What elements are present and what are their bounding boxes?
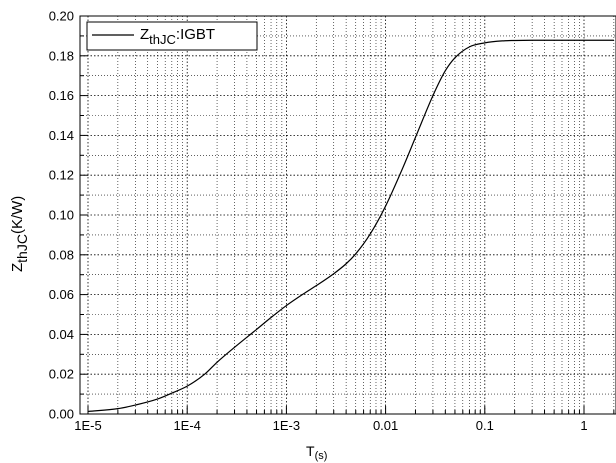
x-tick-labels: 1E-5 1E-4 1E-3 0.01 0.1 1 <box>74 418 587 433</box>
x-tick-label: 1E-3 <box>273 418 300 433</box>
y-tick-label: 0.00 <box>49 407 74 422</box>
y-tick-label: 0.12 <box>49 168 74 183</box>
y-tick-label: 0.08 <box>49 247 74 262</box>
y-axis-label-unit: (K/W) <box>9 196 26 234</box>
legend-box <box>86 21 258 51</box>
y-tick-label: 0.10 <box>49 208 74 223</box>
y-axis-label-main: Z <box>9 263 26 272</box>
y-tick-label: 0.16 <box>49 88 74 103</box>
legend-label: ZthJC:IGBT <box>140 26 215 47</box>
x-axis-label-sub: (s) <box>315 450 328 462</box>
y-tick-label: 0.06 <box>49 287 74 302</box>
legend-label-suffix: :IGBT <box>176 26 215 43</box>
legend: ZthJC:IGBT <box>86 21 258 51</box>
y-tick-label: 0.18 <box>49 48 74 63</box>
x-tick-label: 1E-5 <box>74 418 101 433</box>
plot-frame <box>79 15 616 415</box>
y-axis-label: ZthJC(K/W) <box>9 196 30 272</box>
x-axis-label-main: T <box>306 443 315 459</box>
y-tick-label: 0.20 <box>49 9 74 24</box>
y-tick-label: 0.14 <box>49 128 74 143</box>
x-tick-label: 1 <box>580 418 587 433</box>
y-axis-label-sub: thJC <box>14 234 30 263</box>
axis-ticks <box>80 15 615 415</box>
x-tick-label: 0.01 <box>373 418 398 433</box>
legend-label-sub: thJC <box>149 32 176 47</box>
y-tick-label: 0.04 <box>49 327 74 342</box>
x-tick-label: 0.1 <box>476 418 494 433</box>
y-tick-label: 0.02 <box>49 367 74 382</box>
x-tick-label: 1E-4 <box>173 418 200 433</box>
series-line-zthjc <box>87 39 614 413</box>
x-axis-label: T(s) <box>306 443 327 462</box>
plot-background <box>80 16 616 414</box>
y-tick-labels: 0.00 0.02 0.04 0.06 0.08 0.10 0.12 0.14 0.16 0.18… <box>49 9 74 422</box>
legend-label-main: Z <box>140 26 149 43</box>
